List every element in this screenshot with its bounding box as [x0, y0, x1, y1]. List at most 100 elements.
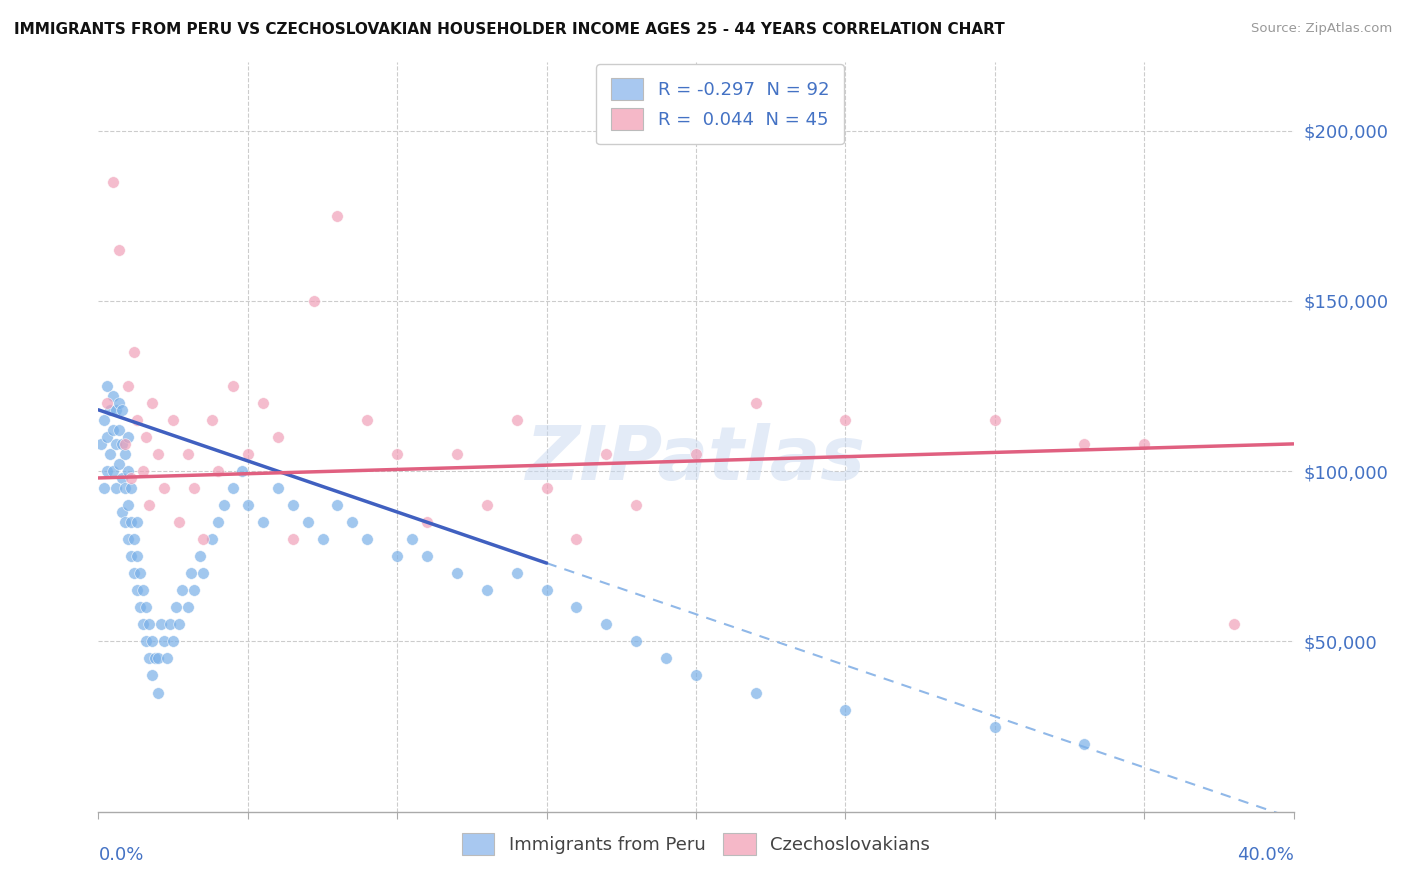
Point — [148, 651, 170, 665]
Point — [475, 498, 498, 512]
Point — [1223, 617, 1246, 632]
Point — [111, 471, 134, 485]
Point — [595, 617, 617, 632]
Point — [108, 458, 131, 472]
Point — [111, 402, 134, 417]
Point — [267, 430, 290, 444]
Point — [984, 720, 1007, 734]
Point — [536, 481, 558, 495]
Point — [132, 464, 155, 478]
Text: 0.0%: 0.0% — [98, 847, 143, 864]
Point — [103, 464, 125, 478]
Point — [745, 685, 768, 699]
Point — [114, 437, 136, 451]
Point — [138, 651, 160, 665]
Point — [356, 413, 378, 427]
Point — [191, 566, 214, 581]
Point — [117, 498, 139, 512]
Point — [236, 498, 259, 512]
Point — [311, 533, 333, 547]
Point — [141, 634, 163, 648]
Point — [595, 447, 617, 461]
Point — [117, 379, 139, 393]
Point — [141, 668, 163, 682]
Point — [105, 481, 128, 495]
Point — [138, 617, 160, 632]
Point — [90, 437, 112, 451]
Point — [120, 481, 142, 495]
Point — [536, 583, 558, 598]
Point — [96, 464, 118, 478]
Text: 40.0%: 40.0% — [1237, 847, 1294, 864]
Point — [129, 566, 152, 581]
Point — [267, 481, 290, 495]
Point — [129, 600, 152, 615]
Point — [103, 389, 125, 403]
Point — [834, 413, 856, 427]
Point — [127, 413, 149, 427]
Point — [222, 481, 245, 495]
Point — [201, 533, 224, 547]
Point — [207, 515, 229, 529]
Point — [177, 600, 200, 615]
Point — [162, 634, 184, 648]
Legend: Immigrants from Peru, Czechoslovakians: Immigrants from Peru, Czechoslovakians — [454, 826, 938, 863]
Point — [148, 447, 170, 461]
Point — [103, 175, 125, 189]
Text: ZIPatlas: ZIPatlas — [526, 423, 866, 496]
Point — [565, 533, 588, 547]
Point — [114, 515, 136, 529]
Point — [201, 413, 224, 427]
Point — [150, 617, 173, 632]
Point — [1133, 437, 1156, 451]
Point — [98, 402, 122, 417]
Point — [132, 617, 155, 632]
Point — [120, 471, 142, 485]
Point — [180, 566, 202, 581]
Point — [385, 447, 409, 461]
Point — [93, 413, 115, 427]
Point — [984, 413, 1007, 427]
Text: Source: ZipAtlas.com: Source: ZipAtlas.com — [1251, 22, 1392, 36]
Point — [1073, 437, 1095, 451]
Point — [156, 651, 179, 665]
Point — [105, 437, 128, 451]
Point — [183, 583, 205, 598]
Y-axis label: Householder Income Ages 25 - 44 years: Householder Income Ages 25 - 44 years — [0, 284, 7, 591]
Point — [565, 600, 588, 615]
Point — [143, 651, 166, 665]
Point — [834, 702, 856, 716]
Point — [127, 549, 149, 564]
Point — [326, 209, 349, 223]
Point — [252, 515, 274, 529]
Point — [96, 430, 118, 444]
Point — [103, 423, 125, 437]
Point — [167, 617, 190, 632]
Point — [105, 402, 128, 417]
Point — [120, 549, 142, 564]
Point — [108, 243, 131, 257]
Point — [1073, 737, 1095, 751]
Point — [96, 379, 118, 393]
Point — [191, 533, 214, 547]
Point — [302, 293, 325, 308]
Point — [446, 566, 468, 581]
Point — [108, 423, 131, 437]
Point — [114, 481, 136, 495]
Point — [114, 447, 136, 461]
Point — [177, 447, 200, 461]
Point — [127, 583, 149, 598]
Point — [416, 549, 439, 564]
Point — [111, 505, 134, 519]
Point — [222, 379, 245, 393]
Point — [165, 600, 187, 615]
Point — [416, 515, 439, 529]
Point — [446, 447, 468, 461]
Point — [153, 481, 176, 495]
Point — [172, 583, 194, 598]
Point — [138, 498, 160, 512]
Point — [188, 549, 211, 564]
Point — [120, 515, 142, 529]
Point — [252, 396, 274, 410]
Point — [626, 498, 648, 512]
